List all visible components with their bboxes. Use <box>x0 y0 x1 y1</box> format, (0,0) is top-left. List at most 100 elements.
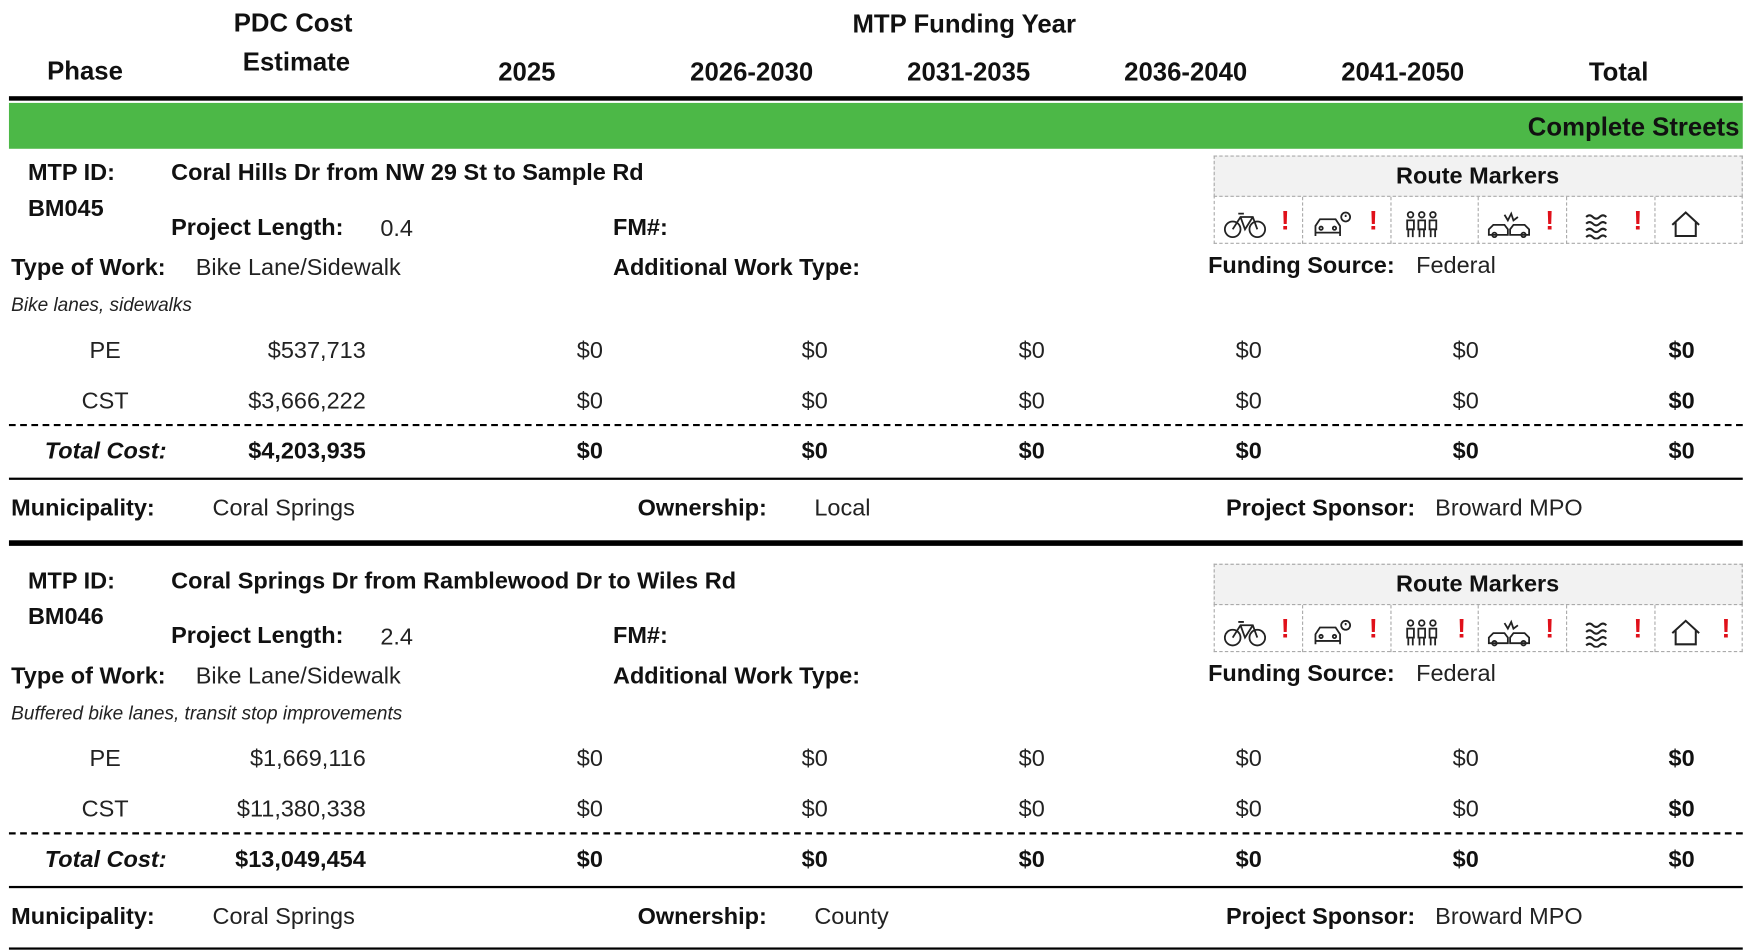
label: Type of Work: <box>11 255 166 281</box>
cell-divider <box>1654 605 1656 653</box>
estimate: $3,666,222 <box>248 388 366 414</box>
cell-divider <box>1478 605 1480 653</box>
work-type: Bike Lane/Sidewalk <box>195 255 401 281</box>
total-year: $0 <box>1235 438 1262 465</box>
phase: PE <box>89 337 121 364</box>
marker-icon <box>1311 210 1356 239</box>
ownership: County <box>814 903 889 930</box>
sponsor: Broward MPO <box>1435 903 1583 930</box>
phase: CST <box>81 388 129 414</box>
label: FM#: <box>612 214 668 241</box>
header-phase: Phase <box>47 55 123 86</box>
label: Additional Work Type: <box>612 255 861 281</box>
year-value: $0 <box>1235 746 1262 772</box>
marker-icon <box>1399 210 1444 239</box>
municipality: Coral Springs <box>212 903 355 930</box>
dashed-rule <box>8 832 1743 835</box>
description: Buffered bike lanes, transit stop improv… <box>11 702 403 724</box>
row-total: $0 <box>1668 388 1695 414</box>
label: MTP ID: <box>27 159 115 186</box>
mtp-id: BM046 <box>27 604 104 630</box>
header-mtp: MTP Funding Year <box>852 8 1076 39</box>
grand-total: $0 <box>1668 438 1695 465</box>
cell-divider <box>1654 196 1656 244</box>
marker-icon <box>1399 619 1444 648</box>
year-value: $0 <box>576 796 603 823</box>
route-title: Route Markers <box>1396 163 1560 190</box>
total-label: Total Cost: <box>44 438 167 465</box>
rule <box>8 885 1743 889</box>
label: Project Length: <box>171 214 344 241</box>
year-value: $0 <box>1018 746 1045 772</box>
municipality: Coral Springs <box>212 495 355 522</box>
phase: PE <box>89 746 121 772</box>
total-year: $0 <box>576 438 603 465</box>
project-length: 2.4 <box>380 624 413 650</box>
label: Project Sponsor: <box>1225 495 1416 522</box>
label: FM#: <box>612 623 668 649</box>
total-year: $0 <box>576 846 603 873</box>
year-value: $0 <box>801 388 828 414</box>
marker-alert: ! <box>1368 205 1378 237</box>
year-value: $0 <box>1018 796 1045 823</box>
header-year: 2041-2050 <box>1341 57 1465 87</box>
label: Project Sponsor: <box>1225 903 1416 930</box>
year-value: $0 <box>1235 388 1262 414</box>
label: Municipality: <box>11 495 155 522</box>
year-value: $0 <box>1018 337 1045 364</box>
route-header <box>1213 155 1743 197</box>
header-year: 2025 <box>498 57 556 87</box>
funding-source: Federal <box>1416 661 1496 687</box>
row-total: $0 <box>1668 337 1695 364</box>
year-value: $0 <box>1452 337 1479 364</box>
total-year: $0 <box>1018 438 1045 465</box>
phase: CST <box>81 796 129 823</box>
label: Funding Source: <box>1208 252 1395 279</box>
marker-alert: ! <box>1633 614 1643 645</box>
marker-alert: ! <box>1280 614 1290 645</box>
year-value: $0 <box>801 746 828 772</box>
header-pdc: Estimate <box>242 46 351 77</box>
project-length: 0.4 <box>380 215 413 242</box>
rule <box>8 540 1743 546</box>
cell-divider <box>1301 196 1303 244</box>
marker-icon <box>1575 210 1620 240</box>
marker-alert: ! <box>1280 205 1290 237</box>
year-value: $0 <box>1452 746 1479 772</box>
header-year: 2026-2030 <box>690 57 814 87</box>
total-year: $0 <box>1018 846 1045 873</box>
grand-total: $0 <box>1668 846 1695 873</box>
year-value: $0 <box>1235 796 1262 823</box>
sponsor: Broward MPO <box>1435 495 1583 522</box>
section-title: Complete Streets <box>1527 111 1740 141</box>
label: Type of Work: <box>11 663 166 690</box>
marker-alert: ! <box>1457 614 1467 645</box>
section-band <box>8 102 1743 149</box>
year-value: $0 <box>576 337 603 364</box>
route-header <box>1213 563 1743 606</box>
project-title: Coral Hills Dr from NW 29 St to Sample R… <box>171 159 644 186</box>
marker-alert: ! <box>1721 614 1731 645</box>
total-year: $0 <box>801 846 828 873</box>
rule <box>8 96 1743 101</box>
year-value: $0 <box>1018 388 1045 414</box>
label: MTP ID: <box>27 568 115 594</box>
cell-divider <box>1389 196 1392 244</box>
dashed-rule <box>8 423 1743 427</box>
total-year: $0 <box>1452 846 1479 873</box>
cell-divider <box>1301 605 1303 653</box>
cell-divider <box>1389 605 1392 653</box>
marker-icon <box>1223 619 1268 648</box>
label: Ownership: <box>637 495 767 522</box>
year-value: $0 <box>801 337 828 364</box>
rule <box>8 947 1743 950</box>
label: Project Length: <box>171 623 344 649</box>
total-estimate: $4,203,935 <box>248 438 366 465</box>
description: Bike lanes, sidewalks <box>11 294 192 316</box>
label: Municipality: <box>11 903 155 930</box>
project-title: Coral Springs Dr from Ramblewood Dr to W… <box>171 568 737 594</box>
marker-icon <box>1487 619 1532 648</box>
total-year: $0 <box>1235 846 1262 873</box>
header-pdc: PDC Cost <box>233 7 353 37</box>
estimate: $1,669,116 <box>249 746 366 772</box>
